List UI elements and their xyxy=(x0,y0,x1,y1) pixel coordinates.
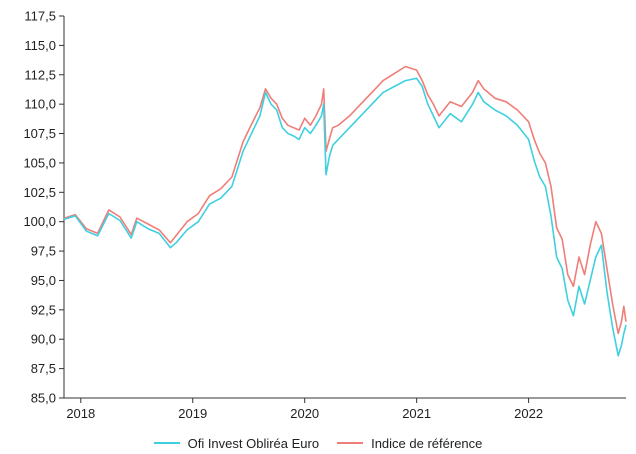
x-tick-label: 2021 xyxy=(402,406,431,421)
y-tick-label: 112,5 xyxy=(24,67,56,82)
y-tick-label: 92,5 xyxy=(31,302,56,317)
y-tick-label: 107,5 xyxy=(23,126,56,141)
plot-area xyxy=(63,65,627,357)
x-tick-label: 2019 xyxy=(178,406,207,421)
legend-item-series-2: Indice de référence xyxy=(337,436,482,451)
legend-swatch-series-2 xyxy=(337,442,364,444)
x-tick-label: 2022 xyxy=(514,406,543,421)
series-line-2 xyxy=(63,65,627,335)
y-tick-label: 87,5 xyxy=(31,361,56,376)
y-tick-label: 117,5 xyxy=(24,9,56,24)
y-tick-label: 105,0 xyxy=(23,155,56,170)
y-tick-label: 90,0 xyxy=(31,332,56,347)
legend: Ofi Invest Obliréa Euro Indice de référe… xyxy=(0,432,636,454)
y-tick-label: 95,0 xyxy=(31,273,56,288)
y-tick-label: 115,0 xyxy=(24,38,56,53)
line-chart: 85,0 87,5 90,0 92,5 95,0 97,5 100,0 102,5 105,0 1… xyxy=(23,9,627,421)
x-axis: 2018 2019 2020 2021 2022 xyxy=(64,397,626,421)
legend-label-series-2: Indice de référence xyxy=(371,435,483,451)
legend-swatch-series-1 xyxy=(153,442,180,444)
y-tick-label: 110,0 xyxy=(24,97,56,112)
legend-label-series-1: Ofi Invest Obliréa Euro xyxy=(187,435,320,451)
legend-item-series-1: Ofi Invest Obliréa Euro xyxy=(153,435,320,451)
series-line-1 xyxy=(63,77,627,357)
y-tick-label: 100,0 xyxy=(23,214,56,229)
y-tick-label: 85,0 xyxy=(31,391,56,406)
y-tick-label: 97,5 xyxy=(31,244,56,259)
y-axis: 85,0 87,5 90,0 92,5 95,0 97,5 100,0 102,5 105,0 1… xyxy=(23,9,65,406)
x-tick-label: 2018 xyxy=(66,406,95,421)
x-tick-label: 2020 xyxy=(290,406,319,421)
y-tick-label: 102,5 xyxy=(23,185,56,200)
